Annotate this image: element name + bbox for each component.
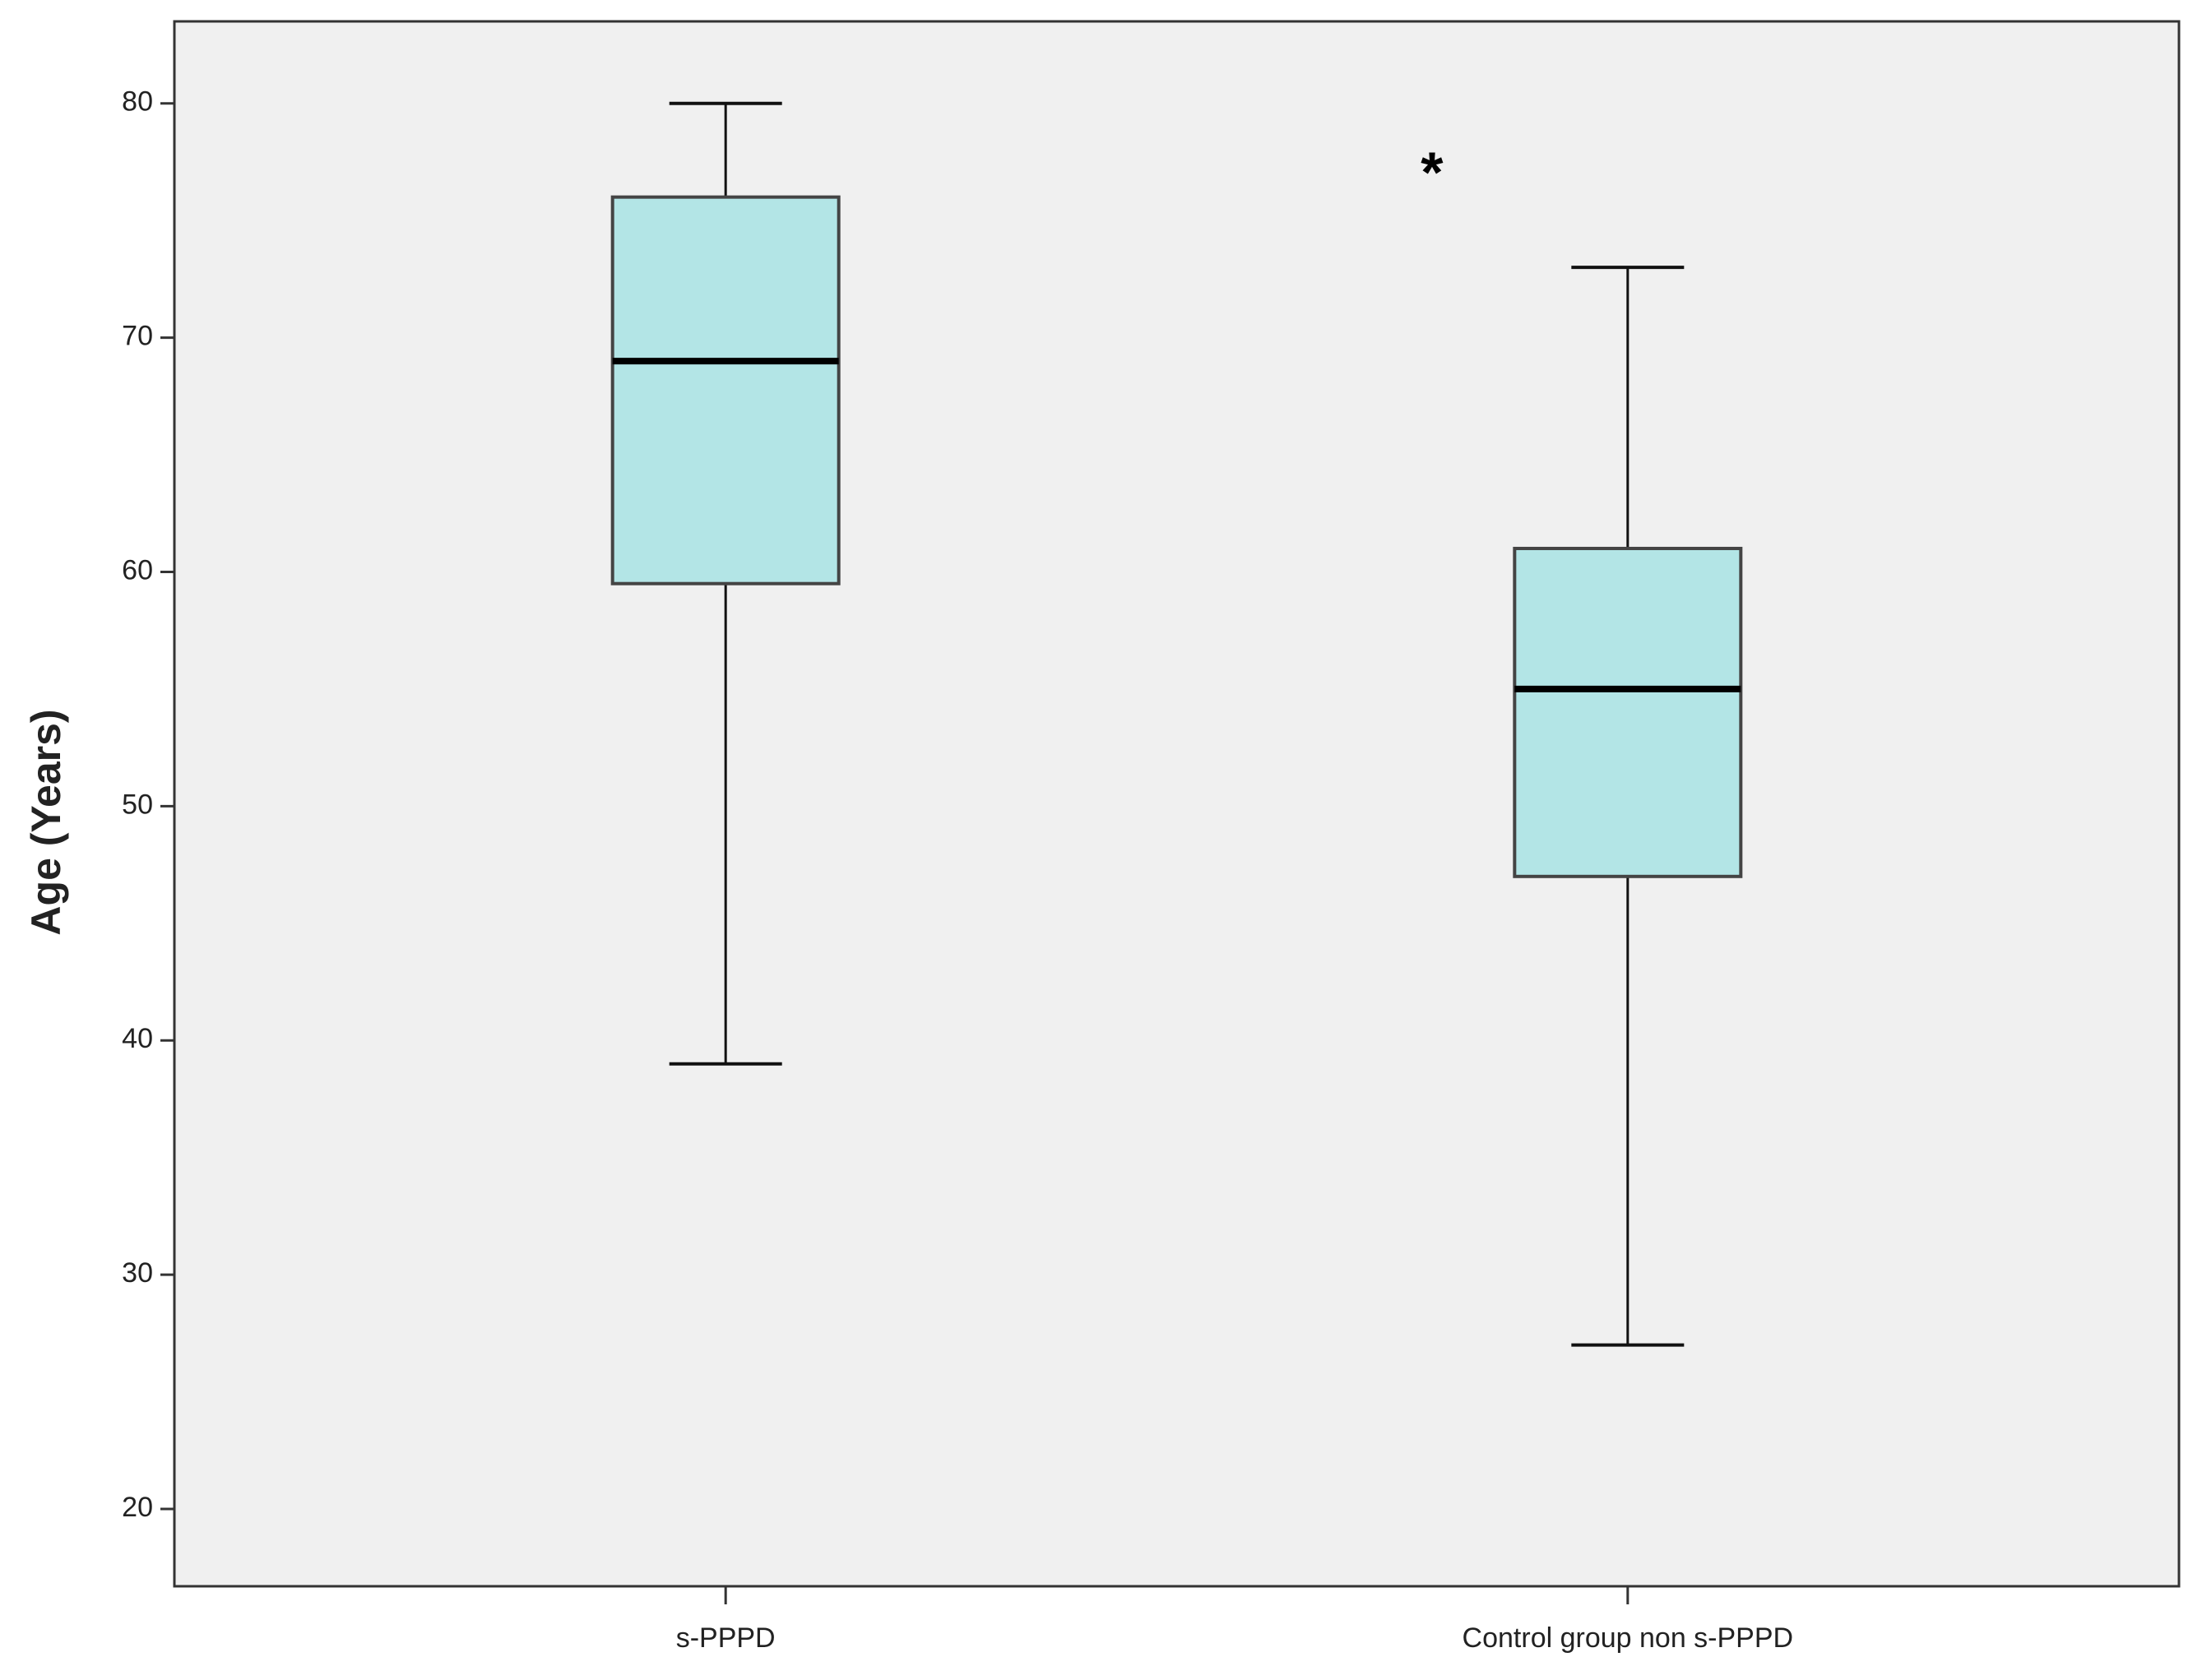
x-tick-label: Control group non s-PPPD <box>1463 1622 1794 1654</box>
box <box>1513 546 1743 878</box>
y-tick-label: 60 <box>122 554 153 585</box>
annotation: * <box>1421 140 1444 204</box>
y-tick-label: 50 <box>122 789 153 820</box>
x-tick-label: s-PPPD <box>676 1622 776 1654</box>
y-tick-label: 80 <box>122 86 153 118</box>
y-tick-label: 20 <box>122 1492 153 1523</box>
plot-area <box>173 20 2181 1588</box>
box <box>610 195 841 585</box>
y-tick-label: 70 <box>122 321 153 352</box>
y-axis-label: Age (Years) <box>23 709 69 935</box>
y-tick-label: 30 <box>122 1257 153 1289</box>
y-tick-label: 40 <box>122 1023 153 1054</box>
